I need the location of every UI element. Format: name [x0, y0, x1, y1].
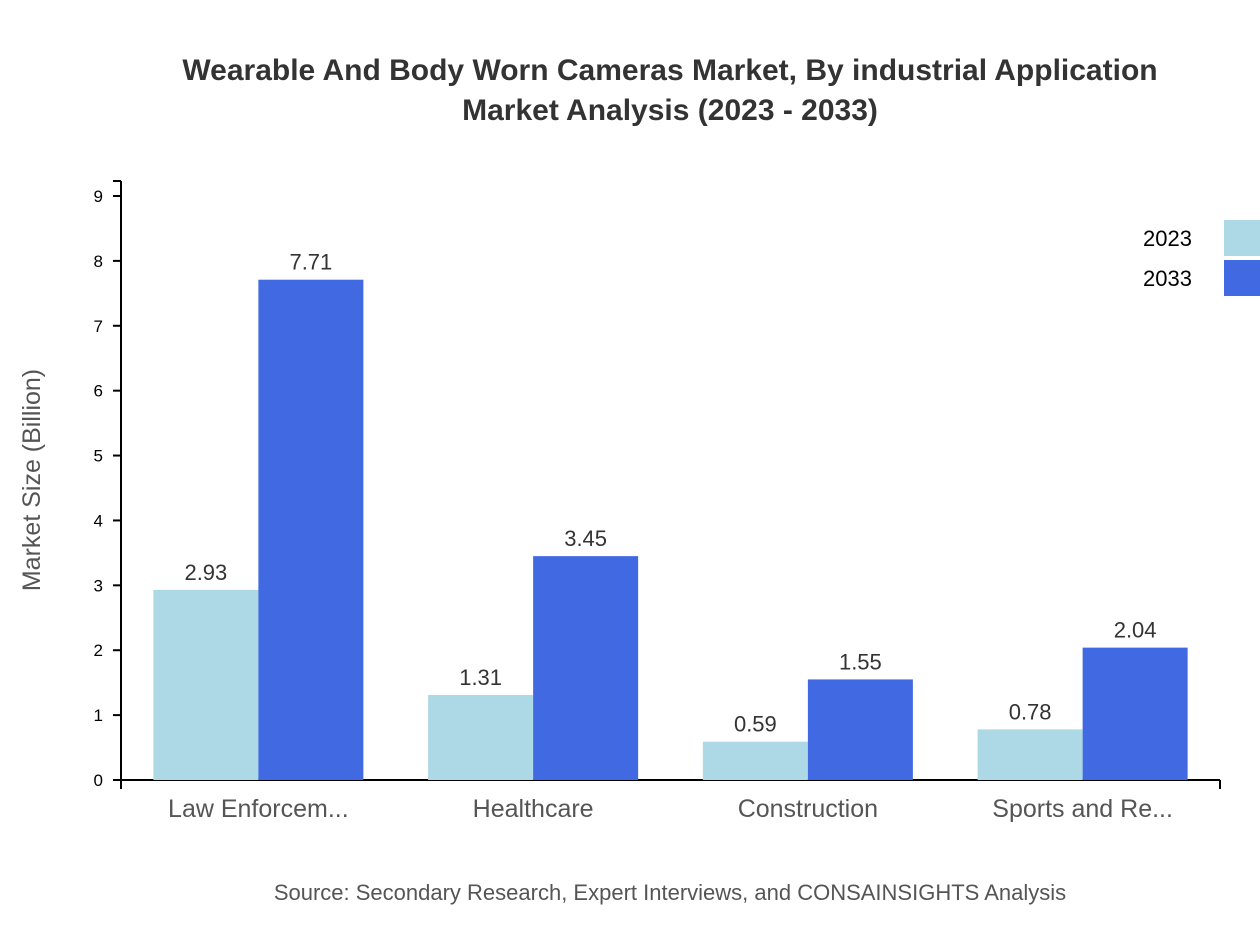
x-tick-label: Construction: [738, 795, 878, 823]
bar-2033: [258, 279, 364, 780]
data-label: 1.31: [459, 665, 502, 690]
y-tick-label: 7: [94, 317, 103, 336]
y-tick-label: 6: [94, 382, 103, 401]
source-note: Source: Secondary Research, Expert Inter…: [274, 880, 1066, 905]
bar-2033: [533, 556, 639, 780]
data-label: 2.04: [1114, 618, 1157, 643]
bars: 2.93 7.71 1.31 3.45 0.59 1.55 0.78 2.04: [153, 250, 1188, 780]
legend-label: 2023: [1143, 226, 1192, 251]
legend-label: 2033: [1143, 266, 1192, 291]
x-tick-label: Healthcare: [473, 795, 594, 823]
y-axis-label: Market Size (Billion): [18, 369, 46, 591]
x-tick-label: Sports and Re...: [992, 795, 1173, 823]
data-label: 3.45: [564, 526, 607, 551]
bar-2023: [428, 694, 534, 780]
bar-2023: [153, 589, 259, 780]
y-tick-label: 9: [94, 187, 103, 206]
y-tick-label: 8: [94, 252, 103, 271]
y-tick-label: 4: [94, 511, 103, 530]
y-tick-label: 3: [94, 576, 103, 595]
y-tick-label: 0: [94, 771, 103, 790]
legend-swatch: [1224, 220, 1260, 256]
bar-2033: [807, 679, 913, 780]
data-label: 7.71: [289, 250, 332, 275]
chart-title: Wearable And Body Worn Cameras Market, B…: [182, 54, 1157, 87]
x-tick-label: Law Enforcem...: [168, 795, 349, 823]
legend: 2023 2033: [1143, 220, 1260, 296]
data-label: 0.78: [1009, 699, 1052, 724]
chart-subtitle: Market Analysis (2023 - 2033): [462, 94, 878, 127]
bar-2033: [1082, 647, 1188, 780]
bar-2023: [702, 741, 808, 780]
legend-swatch: [1224, 260, 1260, 296]
y-tick-label: 5: [94, 447, 103, 466]
y-tick-label: 2: [94, 641, 103, 660]
data-label: 0.59: [734, 712, 777, 737]
y-tick-label: 1: [94, 706, 103, 725]
data-label: 2.93: [184, 560, 227, 585]
data-label: 1.55: [839, 649, 882, 674]
bar-2023: [977, 729, 1083, 780]
